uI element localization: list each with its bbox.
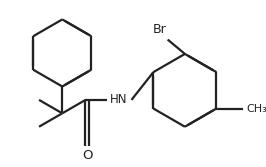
Text: O: O — [82, 149, 93, 162]
Text: HN: HN — [110, 93, 128, 106]
Text: Br: Br — [153, 24, 167, 36]
Text: CH₃: CH₃ — [246, 104, 266, 114]
